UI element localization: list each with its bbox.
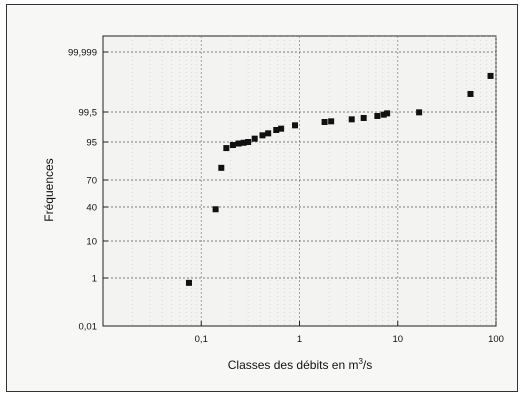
data-point [212,206,219,213]
y-tick-label: 95 [86,138,97,149]
y-tick-label: 70 [86,176,97,187]
data-point [259,132,266,139]
data-point [348,116,355,123]
x-tick-label: 1 [297,334,302,345]
y-tick-label: 1 [92,274,97,285]
data-point [467,90,474,97]
y-tick-label: 0,01 [79,322,98,333]
data-point [251,135,258,142]
data-point [374,113,381,119]
y-tick-label: 10 [86,237,97,248]
x-tick-label: 10 [392,334,403,345]
x-tick-label: 0,1 [195,334,208,345]
data-point [223,145,230,152]
data-point [380,111,387,118]
y-axis-ticks: 0,01 1 10 40 70 95 99,5 99,999 [68,48,108,333]
data-point [278,125,285,132]
data-point [360,115,367,121]
data-points [185,72,494,286]
data-point [185,279,192,286]
data-point [218,164,225,171]
x-tick-label: 100 [488,334,504,345]
data-point [321,119,328,125]
data-point [265,130,272,137]
data-point [229,142,236,149]
data-point [245,139,252,145]
data-point [384,110,391,117]
y-tick-label: 40 [86,203,97,214]
y-tick-label: 99,999 [68,48,97,59]
x-axis-ticks: 0,1 1 10 100 [195,321,504,345]
x-axis-label: Classes des débits en m3/s [228,357,373,372]
data-point [416,109,423,116]
grid [103,36,497,326]
data-point [240,139,247,146]
data-point [487,72,494,79]
y-axis-label: Fréquences [42,158,56,221]
data-point [235,140,242,147]
y-tick-label: 99,5 [79,108,98,119]
data-point [273,127,280,133]
data-point [292,122,299,129]
data-point [328,118,335,125]
